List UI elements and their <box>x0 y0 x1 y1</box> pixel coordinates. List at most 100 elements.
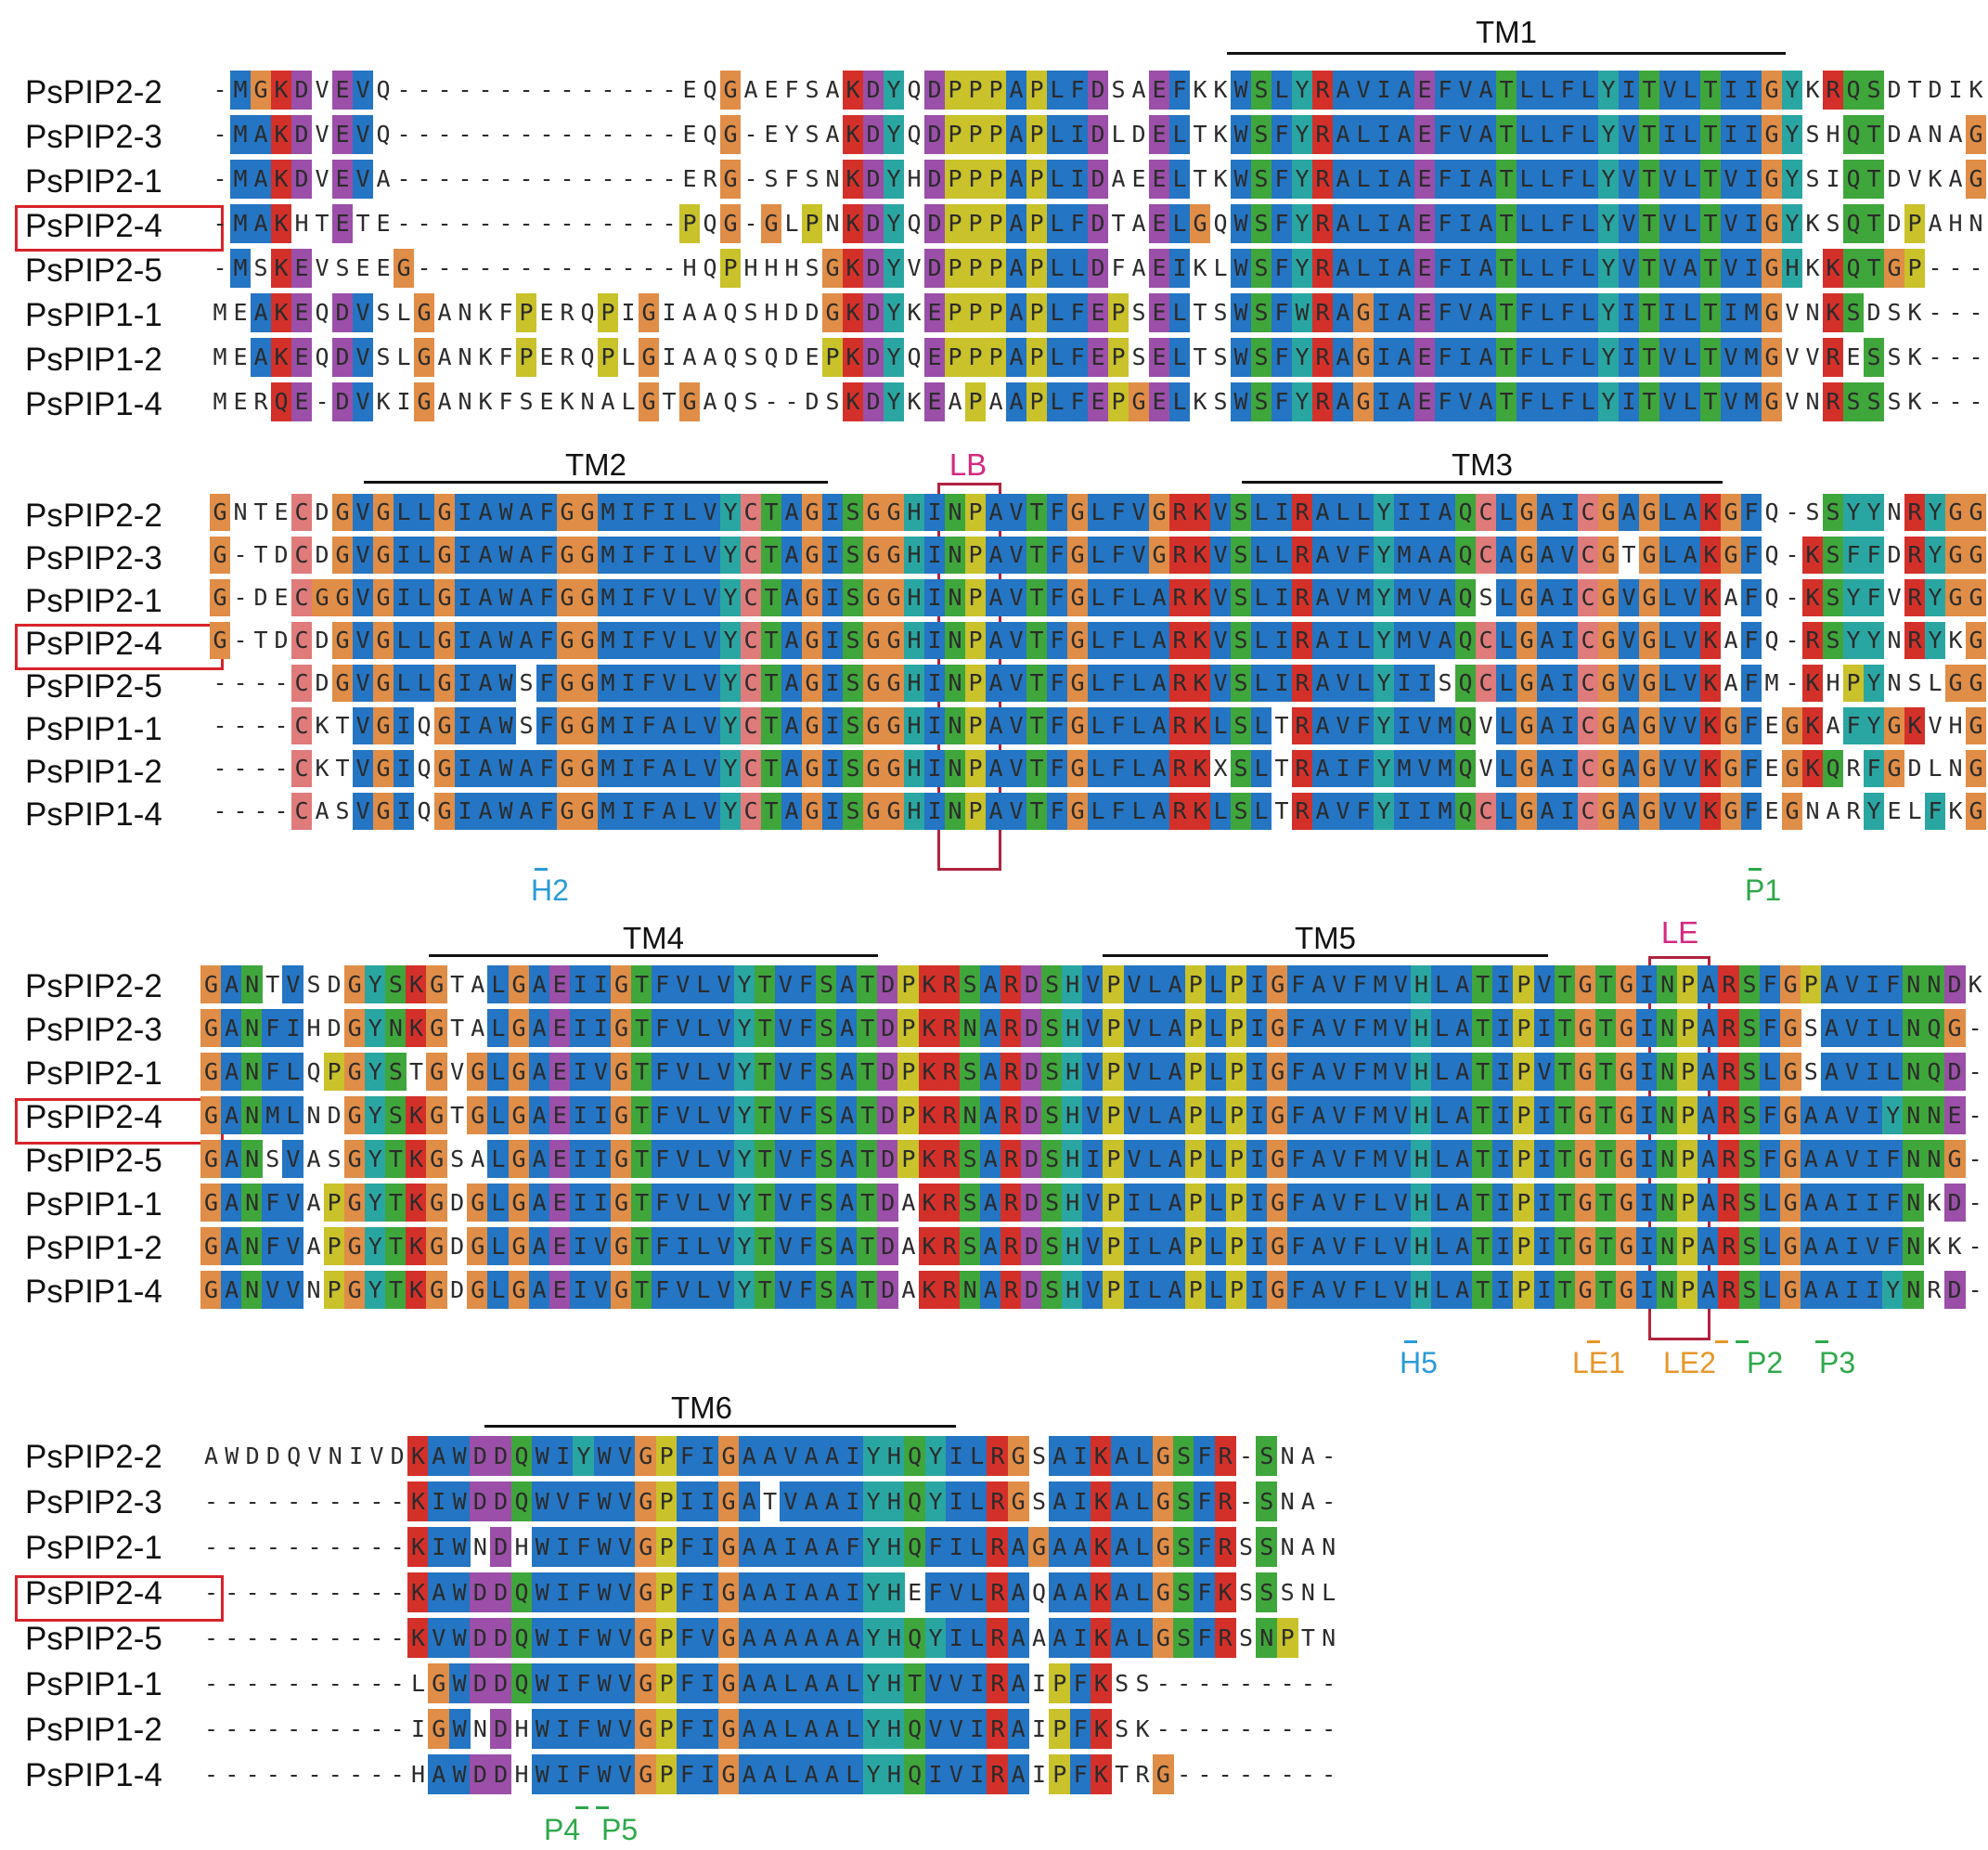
residue-cell: I <box>1455 249 1476 288</box>
residue-cell: C <box>291 665 312 702</box>
residue-cell: I <box>1533 1140 1556 1178</box>
residue-cell: L <box>487 1271 510 1309</box>
residue-cell: I <box>822 707 843 744</box>
residue-cell: F <box>536 622 557 659</box>
residue-cell: G <box>210 494 230 531</box>
residue-cell: - <box>349 1488 364 1515</box>
residue-cell: P <box>323 1271 345 1309</box>
residue-cell: A <box>1300 1442 1315 1469</box>
residue-cell: - <box>1218 1670 1233 1697</box>
residue-cell: K <box>1135 1715 1150 1742</box>
residue-cell: G <box>332 579 353 616</box>
p2-site-marker <box>1736 1340 1749 1343</box>
residue-cell: Q <box>1455 537 1476 574</box>
residue-cell: - <box>784 388 799 415</box>
residue-cell: G <box>884 537 904 574</box>
residue-cell: F <box>652 1140 674 1178</box>
residue-cell: Y <box>862 1754 884 1794</box>
residue-cell: L <box>396 299 411 326</box>
residue-cell: K <box>1700 579 1721 616</box>
residue-cell: Y <box>1374 622 1394 659</box>
residue-cell: V <box>353 382 373 421</box>
residue-cell: V <box>1841 1009 1863 1047</box>
residue-cell: - <box>369 1761 384 1788</box>
residue-cell: I <box>1082 1140 1104 1178</box>
residue-cell: D <box>490 1663 512 1703</box>
residue-cell: A <box>1948 121 1963 148</box>
residue-cell: I <box>455 537 475 574</box>
residue-cell: M <box>230 204 251 243</box>
residue-cell: A <box>1698 1271 1720 1309</box>
residue-cell: Q <box>1923 1009 1945 1047</box>
residue-cell: V <box>353 622 373 659</box>
residue-cell: A <box>251 293 271 332</box>
residue-cell: K <box>1213 165 1228 192</box>
residue-cell: E <box>1414 293 1435 332</box>
residue-cell: I <box>1374 249 1394 288</box>
residue-cell: V <box>1680 665 1700 702</box>
residue-cell: S <box>1031 1488 1047 1515</box>
residue-cell: A <box>1452 1096 1474 1134</box>
residue-cell: N <box>1322 1533 1336 1560</box>
residue-cell: H <box>1948 712 1963 739</box>
residue-cell: Y <box>1598 249 1619 288</box>
residue-cell: I <box>1492 965 1515 1003</box>
residue-cell: A <box>901 1233 916 1260</box>
residue-cell: V <box>1006 750 1026 787</box>
residue-cell: I <box>1741 71 1762 110</box>
residue-cell: H <box>904 793 924 830</box>
residue-cell: - <box>265 1533 280 1560</box>
residue-cell: E <box>1149 71 1169 110</box>
residue-cell: Q <box>315 343 329 370</box>
residue-cell: V <box>1841 965 1863 1003</box>
residue-cell: I <box>455 665 475 702</box>
residue-cell: K <box>843 115 863 154</box>
residue-cell: A <box>821 1481 843 1521</box>
residue-cell: P <box>1513 1227 1535 1265</box>
residue-cell: I <box>1492 1227 1515 1265</box>
residue-cell: Y <box>1374 579 1394 616</box>
residue-cell: F <box>1517 338 1537 377</box>
residue-cell: N <box>945 793 965 830</box>
residue-cell: V <box>672 1271 694 1309</box>
residue-cell: I <box>1246 1053 1269 1091</box>
residue-cell: S <box>1438 669 1452 696</box>
residue-cell: Y <box>884 115 904 154</box>
residue-cell: K <box>1700 494 1721 531</box>
residue-cell: C <box>291 622 312 659</box>
residue-cell: M <box>598 750 618 787</box>
residue-cell: H <box>743 254 758 281</box>
residue-cell: D <box>863 249 884 288</box>
residue-cell: - <box>560 165 574 192</box>
residue-cell: A <box>1723 627 1738 653</box>
residue-cell: V <box>353 707 373 744</box>
residue-cell: P <box>1513 1140 1535 1178</box>
residue-cell: A <box>781 537 802 574</box>
residue-cell: R <box>1718 965 1740 1003</box>
residue-cell: - <box>233 712 248 739</box>
residue-cell: Y <box>862 1618 884 1658</box>
residue-cell: E <box>1149 382 1169 421</box>
residue-cell: I <box>1374 382 1394 421</box>
residue-cell: A <box>1131 76 1146 103</box>
residue-cell: I <box>1394 707 1414 744</box>
residue-cell: - <box>390 1624 405 1651</box>
residue-cell: E <box>274 498 289 525</box>
residue-cell: - <box>390 1670 405 1697</box>
residue-cell: V <box>1129 537 1149 574</box>
residue-cell: I <box>924 793 945 830</box>
residue-cell: D <box>490 1572 512 1612</box>
residue-cell: N <box>472 1715 487 1742</box>
residue-cell: - <box>225 1533 239 1560</box>
residue-cell: T <box>631 1053 653 1091</box>
residue-cell: K <box>907 388 922 415</box>
residue-cell: F <box>1557 115 1578 154</box>
residue-cell: C <box>1476 793 1496 830</box>
residue-cell: H <box>1062 1271 1084 1309</box>
residue-cell: P <box>945 338 965 377</box>
residue-cell: I <box>822 622 843 659</box>
residue-cell: S <box>1887 299 1902 326</box>
residue-cell: L <box>1537 293 1557 332</box>
residue-cell: I <box>1246 1271 1269 1309</box>
residue-cell: S <box>805 121 820 148</box>
